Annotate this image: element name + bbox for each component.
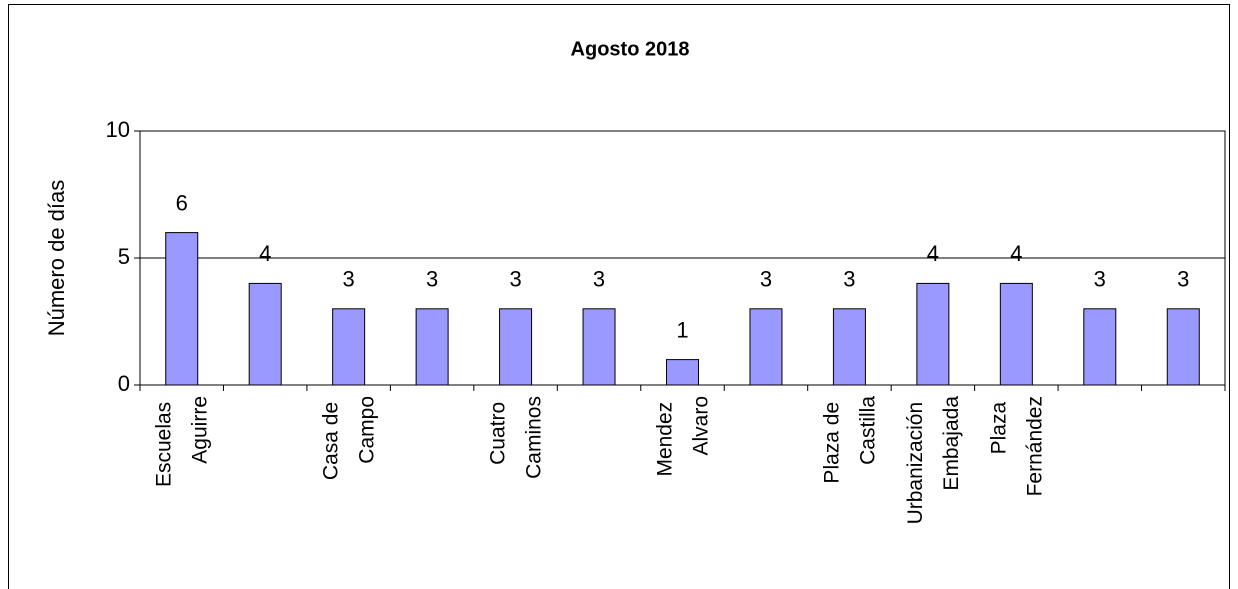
value-label: 3 bbox=[760, 267, 772, 292]
bar bbox=[499, 308, 533, 386]
x-tick-label: Urbanización Embajada bbox=[903, 396, 962, 525]
value-label: 4 bbox=[259, 241, 271, 266]
y-tick-label: 0 bbox=[118, 371, 130, 396]
bar bbox=[1166, 308, 1200, 386]
value-label: 3 bbox=[426, 267, 438, 292]
bar bbox=[916, 282, 950, 386]
x-tick-label: Escuelas Aguirre bbox=[152, 396, 211, 487]
value-label: 3 bbox=[593, 267, 605, 292]
x-tick-label: Casa de Campo bbox=[319, 396, 378, 480]
chart-title: Agosto 2018 bbox=[571, 38, 690, 60]
value-label: 3 bbox=[343, 267, 355, 292]
x-tick-label: Plaza de Castilla bbox=[820, 396, 879, 484]
value-label: 3 bbox=[1177, 267, 1189, 292]
bar bbox=[999, 282, 1033, 386]
value-label: 3 bbox=[843, 267, 855, 292]
value-label: 3 bbox=[509, 267, 521, 292]
x-tick-label: Cuatro Caminos bbox=[486, 396, 545, 479]
bar bbox=[1083, 308, 1117, 386]
bar bbox=[332, 308, 366, 386]
x-tick-label: Plaza Fernández bbox=[987, 396, 1046, 496]
bar bbox=[248, 282, 282, 386]
bar bbox=[666, 359, 699, 386]
bar bbox=[832, 308, 866, 386]
value-label: 4 bbox=[1010, 241, 1022, 266]
x-tick-label: Mendez Alvaro bbox=[653, 396, 712, 477]
value-label: 6 bbox=[176, 190, 188, 215]
bar bbox=[415, 308, 449, 386]
value-label: 3 bbox=[1094, 267, 1106, 292]
bar bbox=[165, 232, 199, 386]
y-tick-label: 5 bbox=[118, 244, 130, 269]
value-label: 4 bbox=[927, 241, 939, 266]
y-axis-label: Número de días bbox=[44, 180, 69, 337]
bar bbox=[749, 308, 783, 386]
bar bbox=[582, 308, 616, 386]
value-label: 1 bbox=[676, 317, 688, 342]
y-tick-label: 10 bbox=[106, 117, 130, 142]
